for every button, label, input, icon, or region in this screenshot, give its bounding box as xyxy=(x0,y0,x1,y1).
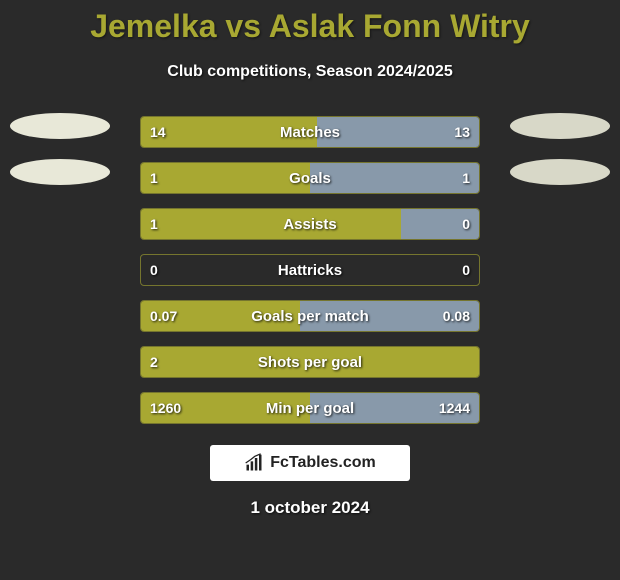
brand-logo: FcTables.com xyxy=(210,445,410,481)
stat-row: Min per goal12601244 xyxy=(0,385,620,431)
bar-track xyxy=(140,300,480,332)
bar-fill-left xyxy=(141,347,479,377)
bar-fill-left xyxy=(141,393,310,423)
player-marker-right xyxy=(510,159,610,185)
stat-row: Goals per match0.070.08 xyxy=(0,293,620,339)
bar-fill-right xyxy=(300,301,479,331)
player-marker-right xyxy=(510,113,610,139)
player-marker-left xyxy=(10,113,110,139)
brand-text: FcTables.com xyxy=(270,454,376,472)
comparison-chart: Matches1413Goals11Assists10Hattricks00Go… xyxy=(0,109,620,431)
bar-track xyxy=(140,116,480,148)
bar-fill-left xyxy=(141,209,401,239)
bar-track xyxy=(140,208,480,240)
footer-date: 1 october 2024 xyxy=(0,498,620,518)
stat-row: Hattricks00 xyxy=(0,247,620,293)
bar-fill-left xyxy=(141,163,310,193)
page-subtitle: Club competitions, Season 2024/2025 xyxy=(0,63,620,81)
bar-fill-left xyxy=(141,117,317,147)
bar-track xyxy=(140,162,480,194)
bar-track xyxy=(140,346,480,378)
stat-row: Goals11 xyxy=(0,155,620,201)
stat-row: Matches1413 xyxy=(0,109,620,155)
chart-icon xyxy=(244,453,264,473)
bar-fill-right xyxy=(317,117,479,147)
bar-track xyxy=(140,254,480,286)
player-marker-left xyxy=(10,159,110,185)
stat-row: Shots per goal2 xyxy=(0,339,620,385)
bar-fill-left xyxy=(141,301,300,331)
bar-fill-right xyxy=(310,393,479,423)
bar-fill-right xyxy=(310,163,479,193)
bar-fill-right xyxy=(401,209,479,239)
page-title: Jemelka vs Aslak Fonn Witry xyxy=(0,0,620,45)
stat-row: Assists10 xyxy=(0,201,620,247)
bar-track xyxy=(140,392,480,424)
